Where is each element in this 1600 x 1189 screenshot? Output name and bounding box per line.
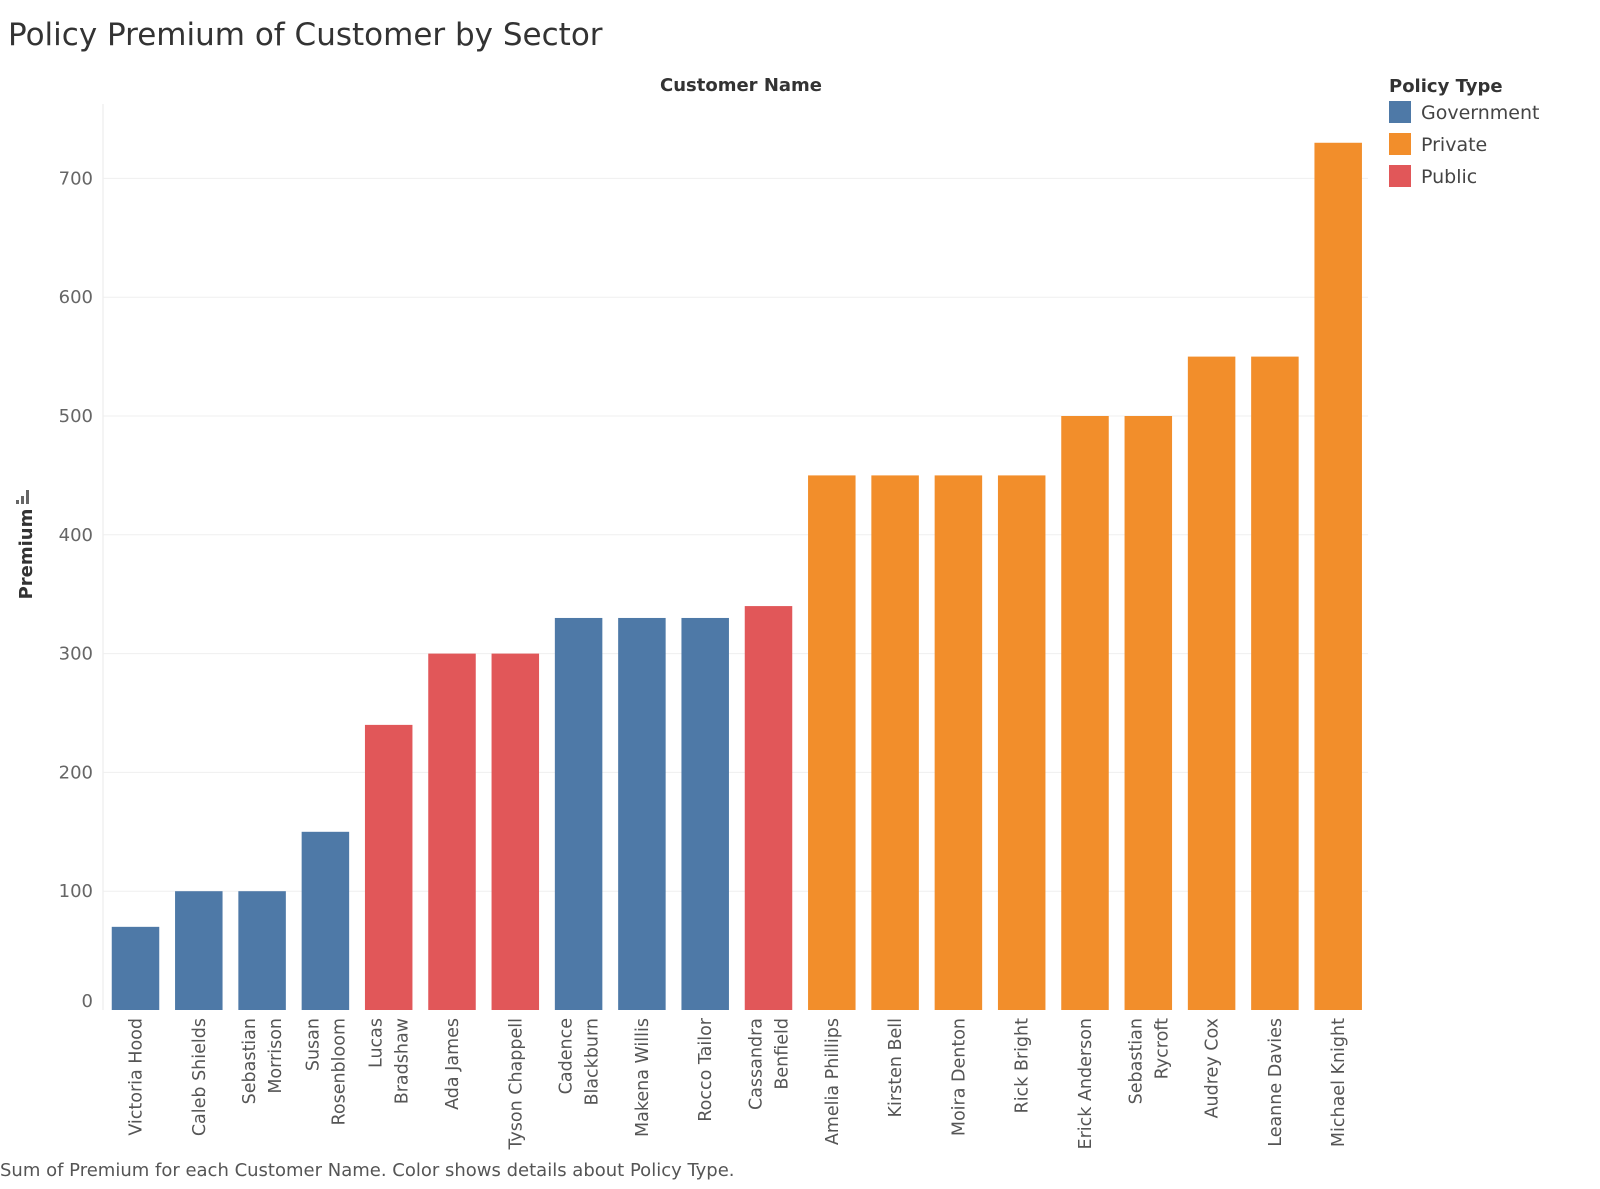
x-tick-label: Audrey Cox [1203, 1018, 1223, 1118]
x-tick-label: Cadence Blackburn [557, 1018, 603, 1106]
measure-icon [16, 490, 29, 504]
x-tick-label: Victoria Hood [127, 1018, 147, 1136]
gridlines [102, 104, 1368, 1010]
legend-swatch [1389, 101, 1411, 123]
legend-entry[interactable]: Private [1389, 133, 1487, 156]
bar[interactable] [554, 617, 603, 1010]
bar[interactable] [175, 891, 223, 1010]
y-axis-label: Premium [16, 509, 37, 600]
y-tick-label: 500 [59, 406, 93, 427]
y-tick-label: 600 [59, 287, 93, 308]
bar[interactable] [111, 926, 160, 1010]
x-tick-label: Moira Denton [949, 1018, 969, 1136]
legend-label: Government [1421, 102, 1540, 124]
bar[interactable] [744, 606, 793, 1010]
y-tick-label: 100 [59, 881, 93, 902]
bars [111, 142, 1362, 1011]
x-axis-ticks: Victoria Hood Caleb Shields Sebastian Morri… [127, 1017, 1350, 1150]
bar[interactable] [301, 831, 350, 1010]
x-tick-label: Sebastian Morrison [240, 1018, 286, 1104]
bar[interactable] [1251, 356, 1299, 1011]
bar[interactable] [681, 617, 729, 1010]
x-tick-label: Susan Rosenbloom [303, 1018, 349, 1126]
legend-label: Public [1421, 166, 1477, 188]
bar[interactable] [1187, 356, 1236, 1011]
bar[interactable] [871, 475, 919, 1010]
bar[interactable] [364, 724, 413, 1010]
bar[interactable] [1314, 142, 1362, 1010]
bar[interactable] [1124, 416, 1173, 1010]
legend-title: Policy Type [1389, 76, 1503, 97]
bar[interactable] [491, 653, 540, 1010]
x-tick-label: Rick Bright [1013, 1018, 1033, 1114]
legend-entry[interactable]: Government [1389, 101, 1540, 124]
x-tick-label: Lucas Bradshaw [367, 1018, 413, 1104]
legend-entries: Government Private Public [1389, 101, 1540, 188]
column-header: Customer Name [660, 75, 822, 96]
legend-swatch [1389, 133, 1411, 155]
bar[interactable] [428, 653, 476, 1010]
x-tick-label: Sebastian Rycroft [1126, 1018, 1172, 1105]
y-tick-label: 200 [59, 762, 93, 783]
y-axis-ticks: 0 100 200 300 400 500 600 700 [59, 168, 93, 1012]
bar[interactable] [238, 891, 286, 1010]
bar[interactable] [997, 475, 1046, 1010]
x-tick-label: Leanne Davies [1266, 1018, 1286, 1147]
bar[interactable] [1061, 416, 1109, 1010]
bar[interactable] [618, 617, 666, 1010]
x-tick-label: Tyson Chappell [506, 1018, 526, 1151]
legend-swatch [1389, 165, 1411, 187]
chart-caption: Sum of Premium for each Customer Name. C… [0, 1160, 735, 1181]
legend-label: Private [1421, 134, 1487, 156]
x-tick-label: Makena Willis [633, 1018, 653, 1137]
x-tick-label: Amelia Phillips [823, 1018, 843, 1145]
y-tick-label: 0 [82, 991, 93, 1012]
y-tick-label: 700 [59, 168, 93, 189]
bar[interactable] [808, 475, 856, 1010]
x-tick-label: Michael Knight [1329, 1018, 1349, 1147]
y-tick-label: 300 [59, 644, 93, 665]
x-tick-label: Kirsten Bell [886, 1018, 906, 1117]
y-axis-label-group: Premium [16, 490, 37, 599]
x-tick-label: Ada James [443, 1018, 463, 1110]
x-tick-label: Cassandra Benfield [747, 1018, 793, 1110]
bar[interactable] [934, 475, 983, 1010]
x-tick-label: Caleb Shields [190, 1018, 210, 1136]
legend-entry[interactable]: Public [1389, 165, 1477, 188]
chart-title: Policy Premium of Customer by Sector [8, 17, 603, 53]
x-tick-label: Erick Anderson [1076, 1018, 1096, 1149]
x-tick-label: Rocco Tailor [696, 1017, 716, 1122]
y-tick-label: 400 [59, 525, 93, 546]
legend: Policy Type Government Private Public [1389, 76, 1540, 188]
